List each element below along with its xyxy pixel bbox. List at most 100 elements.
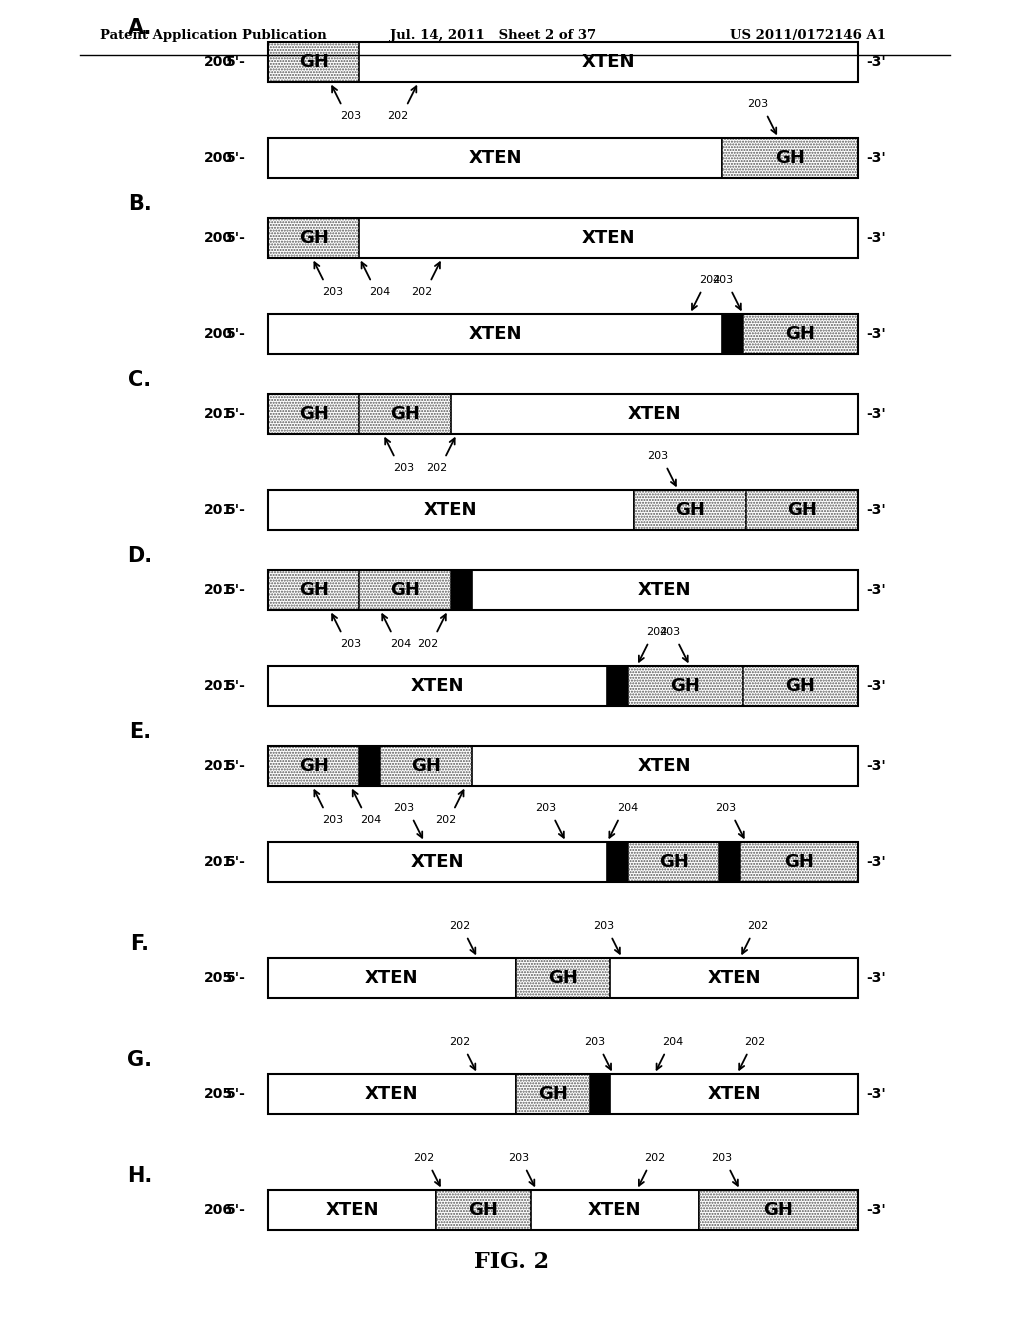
Text: US 2011/0172146 A1: US 2011/0172146 A1 [730,29,886,42]
Text: 202: 202 [748,921,769,931]
Bar [359,393,451,434]
Text: 201: 201 [204,503,232,517]
Bar [268,1191,858,1230]
Bar [607,842,628,882]
Text: GH: GH [764,1201,794,1218]
Bar [516,1074,590,1114]
Bar [268,490,634,531]
Text: 203: 203 [585,1038,606,1047]
Bar [607,667,628,706]
Text: 201: 201 [204,583,232,597]
Bar [268,746,858,785]
Text: 204: 204 [390,639,411,649]
Bar [268,746,359,785]
Text: XTEN: XTEN [638,756,691,775]
Text: GH: GH [299,581,329,599]
Text: 203: 203 [393,803,415,813]
Text: 204: 204 [370,286,390,297]
Text: 5'-: 5'- [226,678,246,693]
Text: 203: 203 [712,1152,732,1163]
Text: -3': -3' [866,150,886,165]
Bar [628,667,743,706]
Bar [268,842,607,882]
Text: 203: 203 [340,111,360,121]
Text: 200: 200 [204,55,232,69]
Bar [268,958,858,998]
Text: 201: 201 [204,407,232,421]
Text: B.: B. [128,194,152,214]
Bar [743,314,858,354]
Bar [451,393,858,434]
Text: C.: C. [128,370,152,389]
Bar [268,314,858,354]
Text: GH: GH [658,853,688,871]
Text: 204: 204 [617,803,638,813]
Text: 204: 204 [699,275,721,285]
Text: GH: GH [299,53,329,71]
Bar [268,570,858,610]
Text: 200: 200 [204,231,232,246]
Text: XTEN: XTEN [708,1085,761,1104]
Bar [359,393,451,434]
Bar [359,570,451,610]
Text: 204: 204 [360,814,382,825]
Bar [530,1191,698,1230]
Text: 5'-: 5'- [226,503,246,517]
Text: FIG. 2: FIG. 2 [474,1251,550,1272]
Text: 205: 205 [204,1086,232,1101]
Text: 203: 203 [535,803,556,813]
Text: 203: 203 [658,627,680,638]
Text: GH: GH [548,969,578,987]
Text: XTEN: XTEN [411,853,464,871]
Text: 203: 203 [323,814,343,825]
Text: GH: GH [785,325,815,343]
Text: 202: 202 [417,639,438,649]
Text: 202: 202 [414,1152,434,1163]
Bar [268,42,359,82]
Text: 203: 203 [393,463,414,473]
Bar [268,1191,436,1230]
Bar [740,842,858,882]
Text: Patent Application Publication: Patent Application Publication [100,29,327,42]
Bar [722,139,858,178]
Text: 5'-: 5'- [226,583,246,597]
Text: XTEN: XTEN [468,149,522,168]
Bar [698,1191,858,1230]
Bar [740,842,858,882]
Text: 203: 203 [340,639,360,649]
Text: XTEN: XTEN [366,969,419,987]
Text: XTEN: XTEN [582,53,636,71]
Text: GH: GH [299,228,329,247]
Text: H.: H. [127,1166,153,1185]
Text: 204: 204 [662,1038,683,1047]
Bar [268,393,359,434]
Bar [268,958,516,998]
Text: 5'-: 5'- [226,407,246,421]
Text: 202: 202 [411,286,432,297]
Text: GH: GH [784,853,814,871]
Bar [268,393,359,434]
Text: 5'-: 5'- [226,327,246,341]
Text: 203: 203 [748,99,769,110]
Bar [634,490,745,531]
Text: 205: 205 [204,972,232,985]
Text: D.: D. [127,546,153,566]
Text: 201: 201 [204,678,232,693]
Bar [743,667,858,706]
Bar [268,490,858,531]
Bar [610,958,858,998]
Text: XTEN: XTEN [582,228,636,247]
Bar [359,218,858,257]
Bar [359,42,858,82]
Text: 203: 203 [508,1152,529,1163]
Bar [745,490,858,531]
Text: GH: GH [411,756,440,775]
Text: 206: 206 [204,1203,232,1217]
Bar [359,570,451,610]
Bar [359,746,380,785]
Bar [268,218,359,257]
Bar [698,1191,858,1230]
Text: 202: 202 [644,1152,666,1163]
Bar [268,314,722,354]
Bar [634,490,745,531]
